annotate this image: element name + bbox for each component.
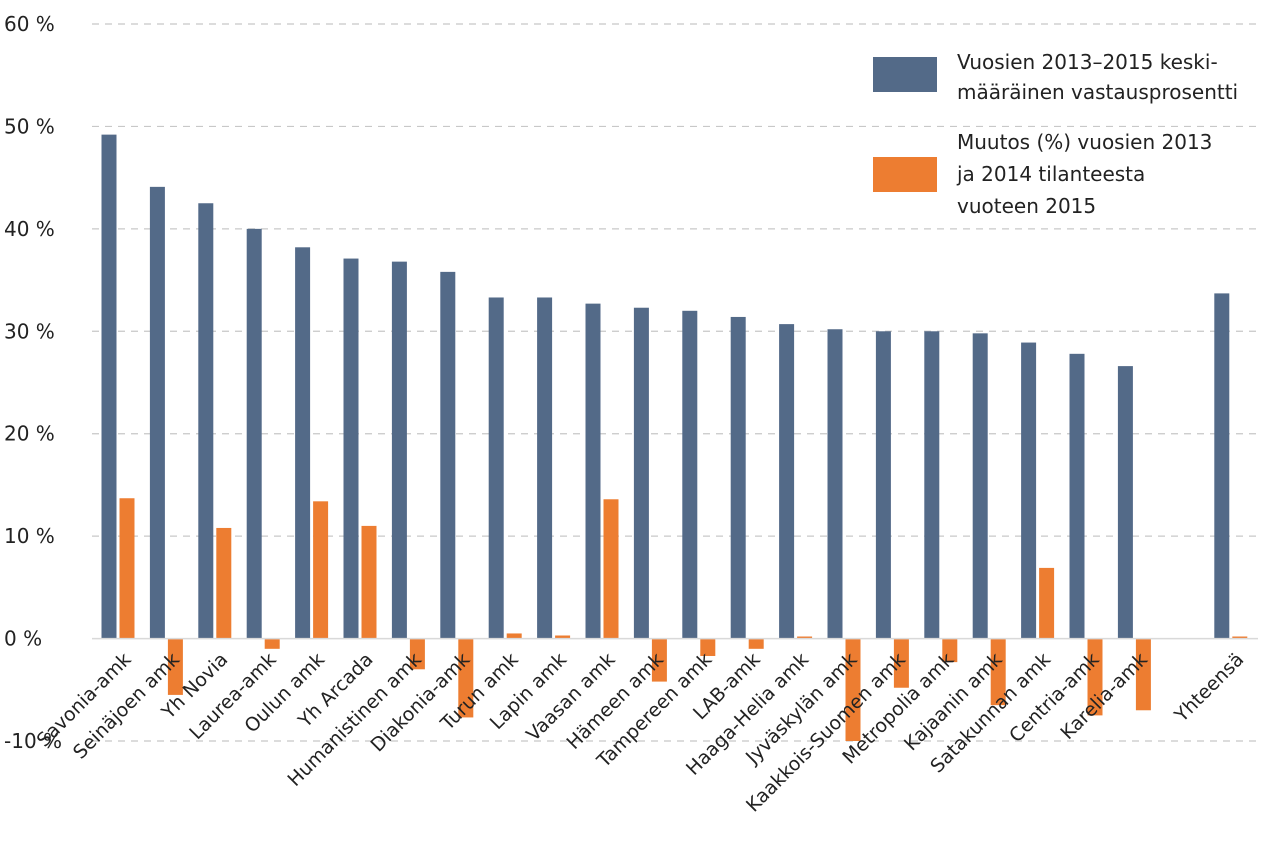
bar-change	[409, 638, 425, 670]
bar-response-rate	[198, 203, 214, 639]
bar-response-rate	[295, 247, 311, 639]
y-tick-label: -10 %	[4, 729, 62, 753]
bar-response-rate	[149, 186, 165, 639]
bar-change	[893, 638, 909, 688]
bar-change	[167, 638, 183, 695]
bar-response-rate	[101, 134, 117, 639]
bar-change	[845, 638, 861, 741]
legend-swatch	[873, 57, 937, 92]
bar-change	[1232, 636, 1248, 639]
bar-change	[748, 638, 764, 649]
legend: Vuosien 2013–2015 keski-määräinen vastau…	[873, 50, 1238, 218]
bar-response-rate	[1069, 353, 1085, 639]
legend-label: ja 2014 tilanteesta	[956, 162, 1145, 186]
bar-response-rate	[633, 307, 649, 639]
legend-swatch	[873, 157, 937, 192]
bar-change	[264, 638, 280, 649]
y-tick-label: 0 %	[4, 627, 42, 651]
bar-change	[313, 501, 329, 639]
bar-response-rate	[1117, 366, 1133, 639]
y-axis-tick-labels: -10 % 0 % 10 % 20 % 30 % 40 % 50 % 60 %	[4, 12, 62, 753]
bar-change	[458, 638, 474, 718]
y-tick-label: 30 %	[4, 319, 55, 343]
bar-response-rate	[1214, 293, 1230, 639]
y-tick-label: 20 %	[4, 422, 55, 446]
bar-response-rate	[827, 329, 843, 639]
y-tick-label: 40 %	[4, 217, 55, 241]
bar-change	[700, 638, 716, 656]
bars	[101, 134, 1248, 741]
bar-change	[942, 638, 958, 663]
bar-response-rate	[391, 261, 407, 639]
bar-change	[216, 527, 232, 639]
legend-label: Muutos (%) vuosien 2013	[957, 130, 1212, 154]
bar-change	[119, 498, 135, 639]
y-tick-label: 60 %	[4, 12, 55, 36]
legend-label: Vuosien 2013–2015 keski-	[957, 50, 1218, 74]
bar-change	[506, 633, 522, 639]
bar-response-rate	[246, 228, 262, 639]
bar-response-rate	[585, 303, 601, 639]
legend-label: vuoteen 2015	[957, 194, 1096, 218]
bar-change	[603, 499, 619, 639]
bar-change	[651, 638, 667, 682]
bar-response-rate	[343, 258, 359, 639]
bar-change	[797, 636, 813, 639]
bar-response-rate	[730, 316, 746, 639]
bar-change	[1087, 638, 1103, 716]
bar-response-rate	[779, 324, 795, 639]
bar-change	[555, 635, 571, 639]
bar-response-rate	[440, 271, 456, 639]
bar-change	[1039, 567, 1055, 639]
bar-response-rate	[875, 331, 891, 639]
bar-response-rate	[972, 333, 988, 639]
y-tick-label: 50 %	[4, 114, 55, 138]
x-tick-label: Yhteensä	[1170, 649, 1249, 728]
bar-response-rate	[1021, 342, 1037, 639]
bar-response-rate	[537, 297, 553, 639]
bar-change	[990, 638, 1006, 706]
legend-label: määräinen vastausprosentti	[957, 80, 1238, 104]
bar-change	[1135, 638, 1151, 711]
bar-response-rate	[488, 297, 504, 639]
bar-response-rate	[924, 331, 940, 639]
y-tick-label: 10 %	[4, 524, 55, 548]
bar-response-rate	[682, 310, 698, 639]
bar-change	[361, 525, 377, 639]
